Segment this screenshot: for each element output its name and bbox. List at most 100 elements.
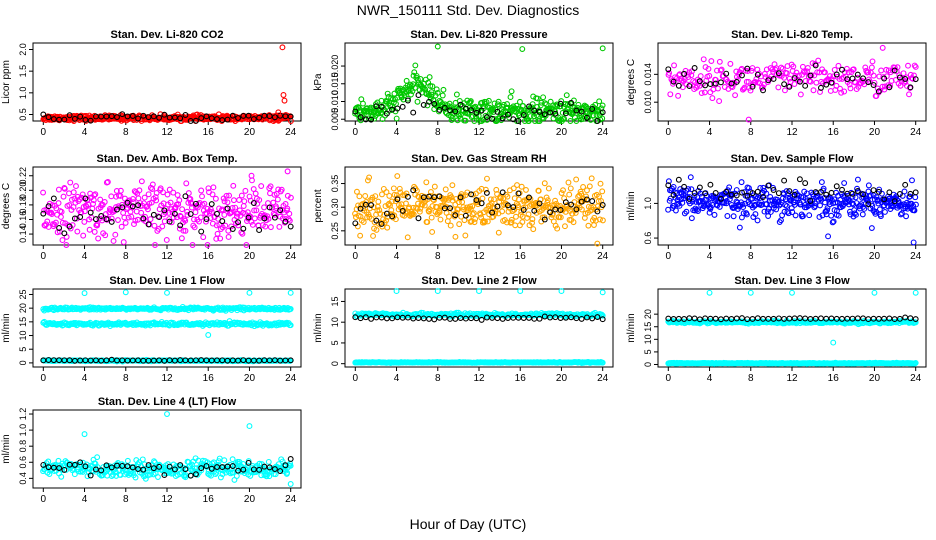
reference-point: [129, 113, 136, 119]
data-point: [746, 84, 753, 91]
data-point: [403, 200, 409, 207]
figure-title: NWR_150111 Std. Dev. Diagnostics: [356, 2, 580, 18]
reference-point: [203, 216, 210, 223]
y-axis-label: degrees C: [1, 183, 12, 229]
outlier-point: [747, 289, 754, 296]
reference-point: [891, 198, 898, 205]
data-point: [679, 199, 686, 206]
data-point: [413, 187, 420, 194]
reference-point: [235, 115, 242, 121]
y-tick-label: 2.0: [18, 43, 28, 56]
x-tick-label: 4: [707, 127, 713, 138]
data-point: [167, 199, 174, 206]
data-point: [258, 183, 265, 189]
reference-point: [82, 116, 89, 123]
reference-point: [839, 66, 845, 73]
reference-point: [578, 198, 585, 205]
data-point: [73, 183, 79, 190]
data-point: [504, 104, 511, 111]
data-point: [386, 192, 393, 199]
reference-point: [150, 211, 157, 218]
reference-point: [224, 116, 231, 123]
data-point: [390, 185, 397, 192]
data-point: [251, 215, 258, 222]
data-point: [92, 191, 99, 198]
data-point: [367, 104, 374, 111]
y-tick-label: 5: [330, 340, 340, 345]
reference-point: [404, 193, 411, 200]
reference-point: [886, 84, 893, 91]
reference-point: [728, 191, 735, 198]
reference-point: [156, 114, 163, 121]
reference-point: [702, 82, 709, 89]
reference-point: [161, 207, 168, 214]
data-point: [683, 81, 690, 88]
data-point: [428, 89, 435, 96]
data-point: [447, 222, 454, 229]
y-tick-label: 0.010: [330, 90, 340, 113]
reference-point: [415, 215, 422, 222]
data-point: [59, 219, 66, 226]
data-point: [208, 209, 215, 215]
data-point: [596, 98, 603, 105]
reference-point: [250, 200, 257, 206]
reference-point: [562, 110, 569, 117]
x-tick-label: 20: [556, 251, 568, 262]
y-tick-label: 0: [643, 362, 653, 367]
reference-point: [686, 195, 693, 202]
data-point: [249, 177, 255, 184]
data-point: [716, 98, 723, 105]
x-tick-label: 12: [161, 127, 173, 138]
data-point: [716, 203, 723, 210]
reference-point: [891, 67, 898, 74]
data-point: [392, 216, 399, 223]
data-point: [550, 102, 557, 109]
reference-point: [765, 77, 772, 84]
reference-point: [775, 70, 782, 77]
data-point: [718, 66, 725, 73]
data-point: [366, 174, 373, 181]
reference-point: [675, 176, 682, 183]
reference-point: [860, 191, 867, 198]
data-point: [210, 184, 217, 191]
data-point: [519, 219, 526, 225]
outlier-point: [912, 289, 919, 296]
reference-point: [198, 115, 205, 122]
data-point: [431, 197, 437, 204]
y-tick-label: 0.6: [18, 456, 28, 469]
data-point: [744, 68, 751, 75]
data-point: [223, 192, 230, 199]
reference-point: [177, 115, 184, 122]
outlier-point: [599, 45, 606, 52]
reference-point: [791, 191, 798, 198]
reference-point: [203, 113, 210, 120]
data-point: [284, 205, 291, 212]
data-point: [563, 92, 570, 99]
data-point: [807, 78, 814, 85]
reference-point: [828, 79, 835, 86]
data-point: [469, 211, 476, 218]
reference-point: [912, 316, 919, 323]
data-point: [467, 205, 474, 212]
data-point: [515, 196, 522, 203]
data-point: [195, 201, 202, 208]
reference-point: [875, 188, 882, 195]
data-point: [862, 64, 869, 71]
data-point: [383, 217, 390, 224]
outlier-point: [599, 289, 606, 296]
data-point: [876, 73, 883, 80]
data-point: [484, 175, 490, 182]
data-point: [224, 199, 231, 206]
reference-point: [765, 182, 772, 189]
data-point: [493, 186, 500, 193]
data-point: [781, 74, 788, 81]
data-point: [540, 94, 547, 101]
reference-point: [447, 107, 454, 114]
data-point: [763, 190, 770, 197]
data-point: [723, 197, 730, 204]
data-point: [486, 211, 493, 218]
x-tick-label: 8: [435, 127, 441, 138]
data-point: [179, 206, 186, 213]
